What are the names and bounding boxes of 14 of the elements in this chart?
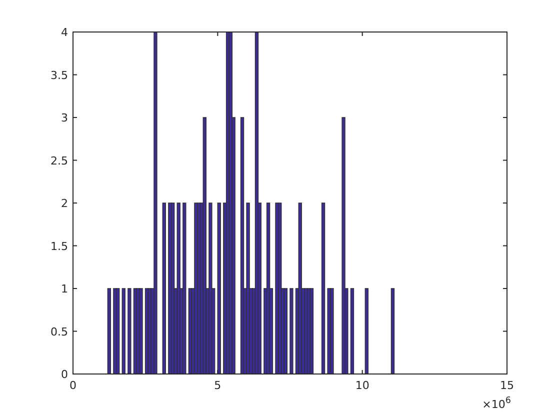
y-tick-label: 0 — [61, 368, 68, 381]
y-tick-label: 3.5 — [50, 68, 68, 82]
y-tick-label: 1 — [61, 282, 68, 296]
x-tick-label: 5 — [214, 379, 222, 392]
x-tick-label: 10 — [355, 379, 370, 392]
y-tick-label: 2.5 — [50, 154, 68, 168]
x-tick-label: 15 — [500, 379, 514, 392]
y-tick-label: 0.5 — [50, 325, 68, 338]
text: ×10$^{6}$ — [482, 396, 512, 411]
y-tick-label: 4 — [61, 26, 68, 39]
y-tick-label: 3 — [61, 112, 68, 124]
x-tick-label: 0 — [70, 379, 76, 392]
y-tick-label: 1.5 — [50, 240, 68, 253]
y-tick-label: 2 — [61, 197, 68, 210]
